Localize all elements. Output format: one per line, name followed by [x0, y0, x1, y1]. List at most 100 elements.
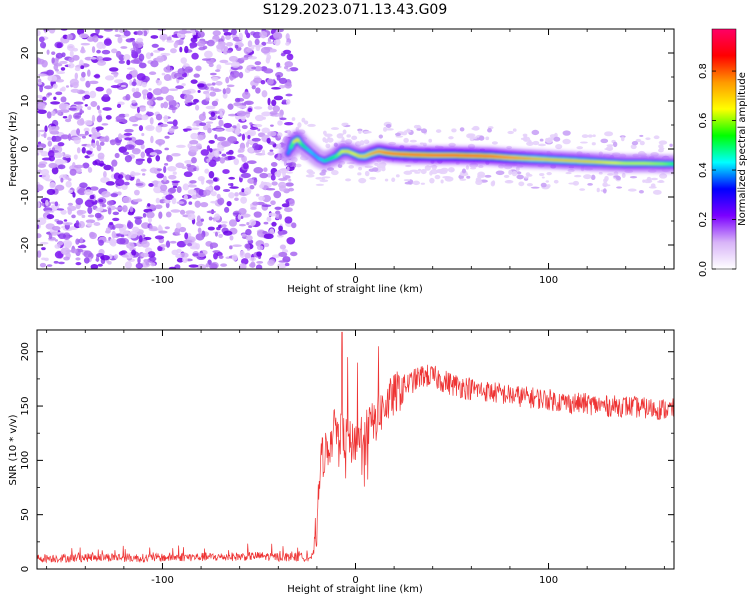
spectrogram-xtick-label: -100	[151, 275, 174, 286]
noise-speckle	[182, 257, 188, 264]
noise-speckle	[146, 211, 155, 219]
noise-speckle	[256, 251, 262, 257]
noise-speckle	[79, 76, 86, 82]
noise-speckle	[221, 140, 232, 147]
noise-speckle	[141, 114, 149, 121]
noise-speckle	[150, 60, 159, 68]
noise-speckle	[101, 123, 109, 126]
noise-speckle	[75, 220, 80, 227]
ridge-halo-speckle	[512, 128, 517, 132]
noise-speckle	[118, 146, 128, 154]
noise-speckle	[198, 189, 204, 196]
noise-speckle	[171, 197, 177, 205]
colorbar-tick-label: 0.4	[698, 162, 709, 178]
noise-speckle	[121, 184, 128, 190]
ridge-halo-speckle	[526, 183, 533, 187]
noise-speckle	[87, 106, 92, 110]
noise-speckle	[210, 111, 216, 117]
noise-speckle	[238, 32, 243, 41]
noise-speckle	[218, 119, 224, 127]
noise-speckle	[190, 79, 198, 84]
noise-speckle	[252, 123, 263, 128]
noise-speckle	[49, 126, 60, 132]
noise-speckle	[168, 127, 175, 134]
colorbar-tick-label: 0.2	[698, 212, 709, 228]
noise-speckle	[234, 192, 239, 197]
noise-speckle	[132, 43, 139, 51]
ridge-halo-speckle	[507, 130, 514, 135]
noise-speckle	[131, 249, 137, 256]
noise-speckle	[198, 46, 206, 51]
noise-speckle	[141, 173, 146, 176]
noise-speckle	[37, 30, 41, 37]
noise-speckle	[52, 83, 58, 89]
ridge-halo-speckle	[539, 172, 545, 177]
noise-speckle	[118, 227, 125, 232]
noise-speckle	[102, 107, 112, 111]
ridge-halo-speckle	[616, 186, 623, 189]
noise-speckle	[84, 90, 90, 96]
ridge-halo-speckle	[639, 140, 645, 146]
noise-speckle	[112, 211, 120, 216]
noise-speckle	[148, 71, 157, 76]
noise-speckle	[211, 82, 216, 86]
noise-speckle	[209, 148, 213, 153]
noise-speckle	[183, 239, 193, 243]
noise-speckle	[134, 139, 145, 146]
ridge-halo-speckle	[322, 130, 327, 136]
noise-speckle	[45, 199, 49, 207]
noise-speckle	[187, 164, 197, 172]
noise-speckle	[74, 164, 84, 169]
noise-speckle	[48, 29, 56, 34]
ridge-halo-speckle	[325, 143, 331, 149]
noise-speckle	[111, 48, 118, 54]
noise-speckle-region	[37, 29, 299, 269]
noise-speckle	[259, 31, 268, 39]
noise-speckle	[198, 252, 206, 258]
noise-speckle	[213, 185, 221, 191]
ridge-halo-speckle	[358, 166, 363, 171]
ridge-halo-speckle	[606, 146, 614, 152]
noise-speckle	[101, 95, 111, 103]
noise-speckle	[124, 144, 135, 150]
noise-speckle	[262, 230, 268, 235]
noise-speckle	[164, 226, 170, 230]
noise-speckle	[179, 46, 183, 53]
ridge-halo-speckle	[447, 167, 455, 173]
noise-speckle	[115, 207, 125, 210]
noise-speckle	[196, 215, 201, 223]
ridge-halo-speckle	[596, 187, 600, 193]
noise-speckle	[285, 182, 294, 187]
ridge-halo-speckle	[459, 172, 469, 177]
ridge-halo-speckle	[286, 171, 294, 174]
spectrogram-xtick-label: 100	[539, 275, 558, 286]
noise-speckle	[137, 256, 141, 264]
noise-speckle	[252, 201, 259, 206]
noise-speckle	[177, 68, 186, 75]
noise-speckle	[221, 153, 227, 157]
noise-speckle	[215, 80, 223, 86]
noise-speckle	[190, 242, 198, 249]
noise-speckle	[83, 127, 90, 133]
noise-speckle	[91, 46, 96, 53]
noise-speckle	[64, 241, 72, 249]
noise-speckle	[273, 190, 282, 199]
noise-speckle	[178, 30, 188, 35]
noise-speckle	[115, 50, 122, 58]
noise-speckle	[263, 233, 274, 240]
noise-speckle	[145, 111, 154, 117]
noise-speckle	[149, 117, 154, 125]
noise-speckle	[131, 69, 138, 77]
noise-speckle	[78, 59, 84, 68]
noise-speckle	[253, 106, 263, 110]
noise-speckle	[126, 59, 131, 66]
ridge-halo-speckle	[627, 188, 637, 192]
noise-speckle	[236, 123, 241, 131]
noise-speckle	[183, 194, 188, 201]
ridge-halo-speckle	[435, 129, 442, 133]
noise-speckle	[153, 184, 158, 188]
noise-speckle	[252, 142, 259, 151]
ridge-halo-speckle	[658, 179, 664, 183]
ridge-halo-speckle	[516, 174, 524, 180]
ridge-halo-speckle	[404, 181, 412, 185]
